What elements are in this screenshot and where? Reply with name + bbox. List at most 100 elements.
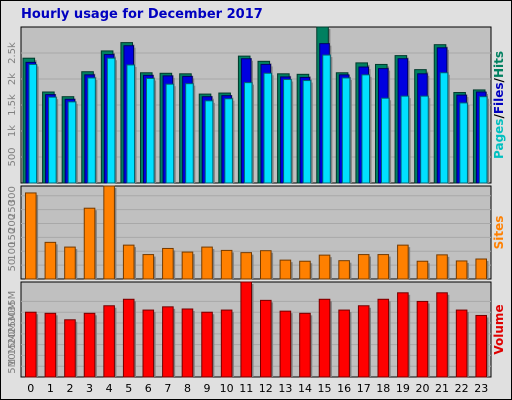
x-tick-label: 21 [435, 382, 449, 395]
bar-sites [377, 254, 390, 280]
panel-label-part: Sites [492, 216, 506, 250]
y-tick-label: 300 [7, 186, 18, 205]
bar-pages [459, 102, 468, 184]
bar-sites [397, 244, 409, 280]
bar-pages [263, 72, 273, 184]
y-tick-label: 500 [7, 147, 18, 166]
bar-sites [25, 192, 37, 280]
bar-pages [87, 77, 96, 184]
bar-volume [436, 292, 448, 378]
bar-sites [416, 260, 429, 280]
y-tick-label: 15M [7, 334, 18, 355]
panel-label-part: Hits [492, 51, 506, 78]
x-tick-label: 23 [474, 382, 488, 395]
bar-volume [416, 300, 429, 378]
bar-volume [397, 292, 409, 378]
x-tick-label: 6 [145, 382, 152, 395]
panel-label-part: / [492, 77, 506, 82]
y-tick-label: 20M [7, 323, 18, 344]
bar-sites [436, 254, 448, 280]
panel-label-part: Volume [492, 304, 506, 354]
bar-volume [83, 312, 96, 378]
panel-background [20, 185, 492, 280]
panel-label-part: Pages [492, 119, 506, 159]
bar-volume [338, 309, 350, 378]
bar-pages [302, 80, 312, 184]
bar-volume [220, 309, 233, 378]
panel-background [20, 281, 492, 378]
bar-volume [240, 281, 253, 378]
x-tick-label: 14 [298, 382, 312, 395]
bar-pages [439, 72, 449, 184]
bar-sites [338, 260, 350, 280]
y-tick-label: 50 [7, 259, 18, 272]
bar-sites [357, 254, 370, 280]
bar-pages [243, 82, 253, 184]
x-tick-label: 13 [278, 382, 292, 395]
bar-volume [279, 310, 292, 378]
x-tick-label: 22 [455, 382, 469, 395]
y-tick-label: 150 [7, 228, 18, 247]
bar-sites [64, 246, 76, 280]
bar-sites [299, 260, 311, 280]
x-axis: 0 1 2 3 4 5 6 7 8 9 10 11 12 13 14 15 16 17 18 19 20 21 22 23 [27, 382, 488, 395]
x-tick-label: 17 [357, 382, 371, 395]
bar-volume [122, 298, 135, 378]
bar-sites [83, 207, 96, 280]
x-tick-label: 4 [106, 382, 113, 395]
bar-pages [341, 77, 351, 184]
y-tick-label: 1.5k [7, 94, 18, 116]
x-tick-label: 5 [125, 382, 132, 395]
x-tick-label: 10 [220, 382, 234, 395]
chart-title: Hourly usage for December 2017 [21, 7, 263, 22]
bar-volume [44, 312, 57, 378]
bar-sites [260, 250, 272, 280]
bar-volume [181, 308, 194, 378]
bar-sites [455, 260, 468, 280]
y-tick-label: 35M [7, 291, 18, 312]
bar-pages [146, 77, 155, 184]
bar-pages [165, 83, 175, 184]
bar-pages [48, 96, 57, 184]
bar-sites [44, 241, 57, 280]
y-tick-label: 25M [7, 312, 18, 333]
bar-pages [126, 64, 135, 184]
bar-volume [201, 311, 213, 378]
y-tick-label: 200 [7, 214, 18, 233]
bar-volume [260, 299, 272, 378]
x-tick-label: 12 [259, 382, 273, 395]
bar-volume [299, 312, 311, 378]
y-tick-label: 5M [7, 359, 18, 374]
x-tick-label: 9 [204, 382, 211, 395]
y-tick-label: 100 [7, 242, 18, 261]
y-tick-label: 2k [7, 73, 18, 85]
bar-volume [64, 319, 76, 378]
bar-volume [318, 298, 331, 378]
bar-volume [357, 305, 370, 378]
bar-sites [103, 185, 115, 280]
bar-sites [220, 249, 233, 280]
bar-pages [185, 83, 194, 184]
bar-sites [201, 246, 213, 280]
bar-pages [322, 54, 331, 184]
bar-pages [478, 96, 488, 184]
x-tick-label: 15 [318, 382, 332, 395]
x-tick-label: 7 [164, 382, 171, 395]
x-tick-label: 19 [396, 382, 410, 395]
x-tick-label: 3 [86, 382, 93, 395]
bar-sites [142, 254, 155, 280]
bar-pages [67, 101, 77, 184]
bar-sites [279, 259, 292, 280]
bar-sites [318, 254, 331, 280]
bar-volume [455, 309, 468, 378]
x-tick-label: 8 [184, 382, 191, 395]
bar-volume [162, 306, 174, 378]
bar-pages [420, 95, 429, 184]
x-tick-label: 11 [239, 382, 253, 395]
y-tick-label: 10M [7, 345, 18, 366]
bar-volume [142, 309, 155, 378]
y-tick-label: 1k [7, 125, 18, 137]
